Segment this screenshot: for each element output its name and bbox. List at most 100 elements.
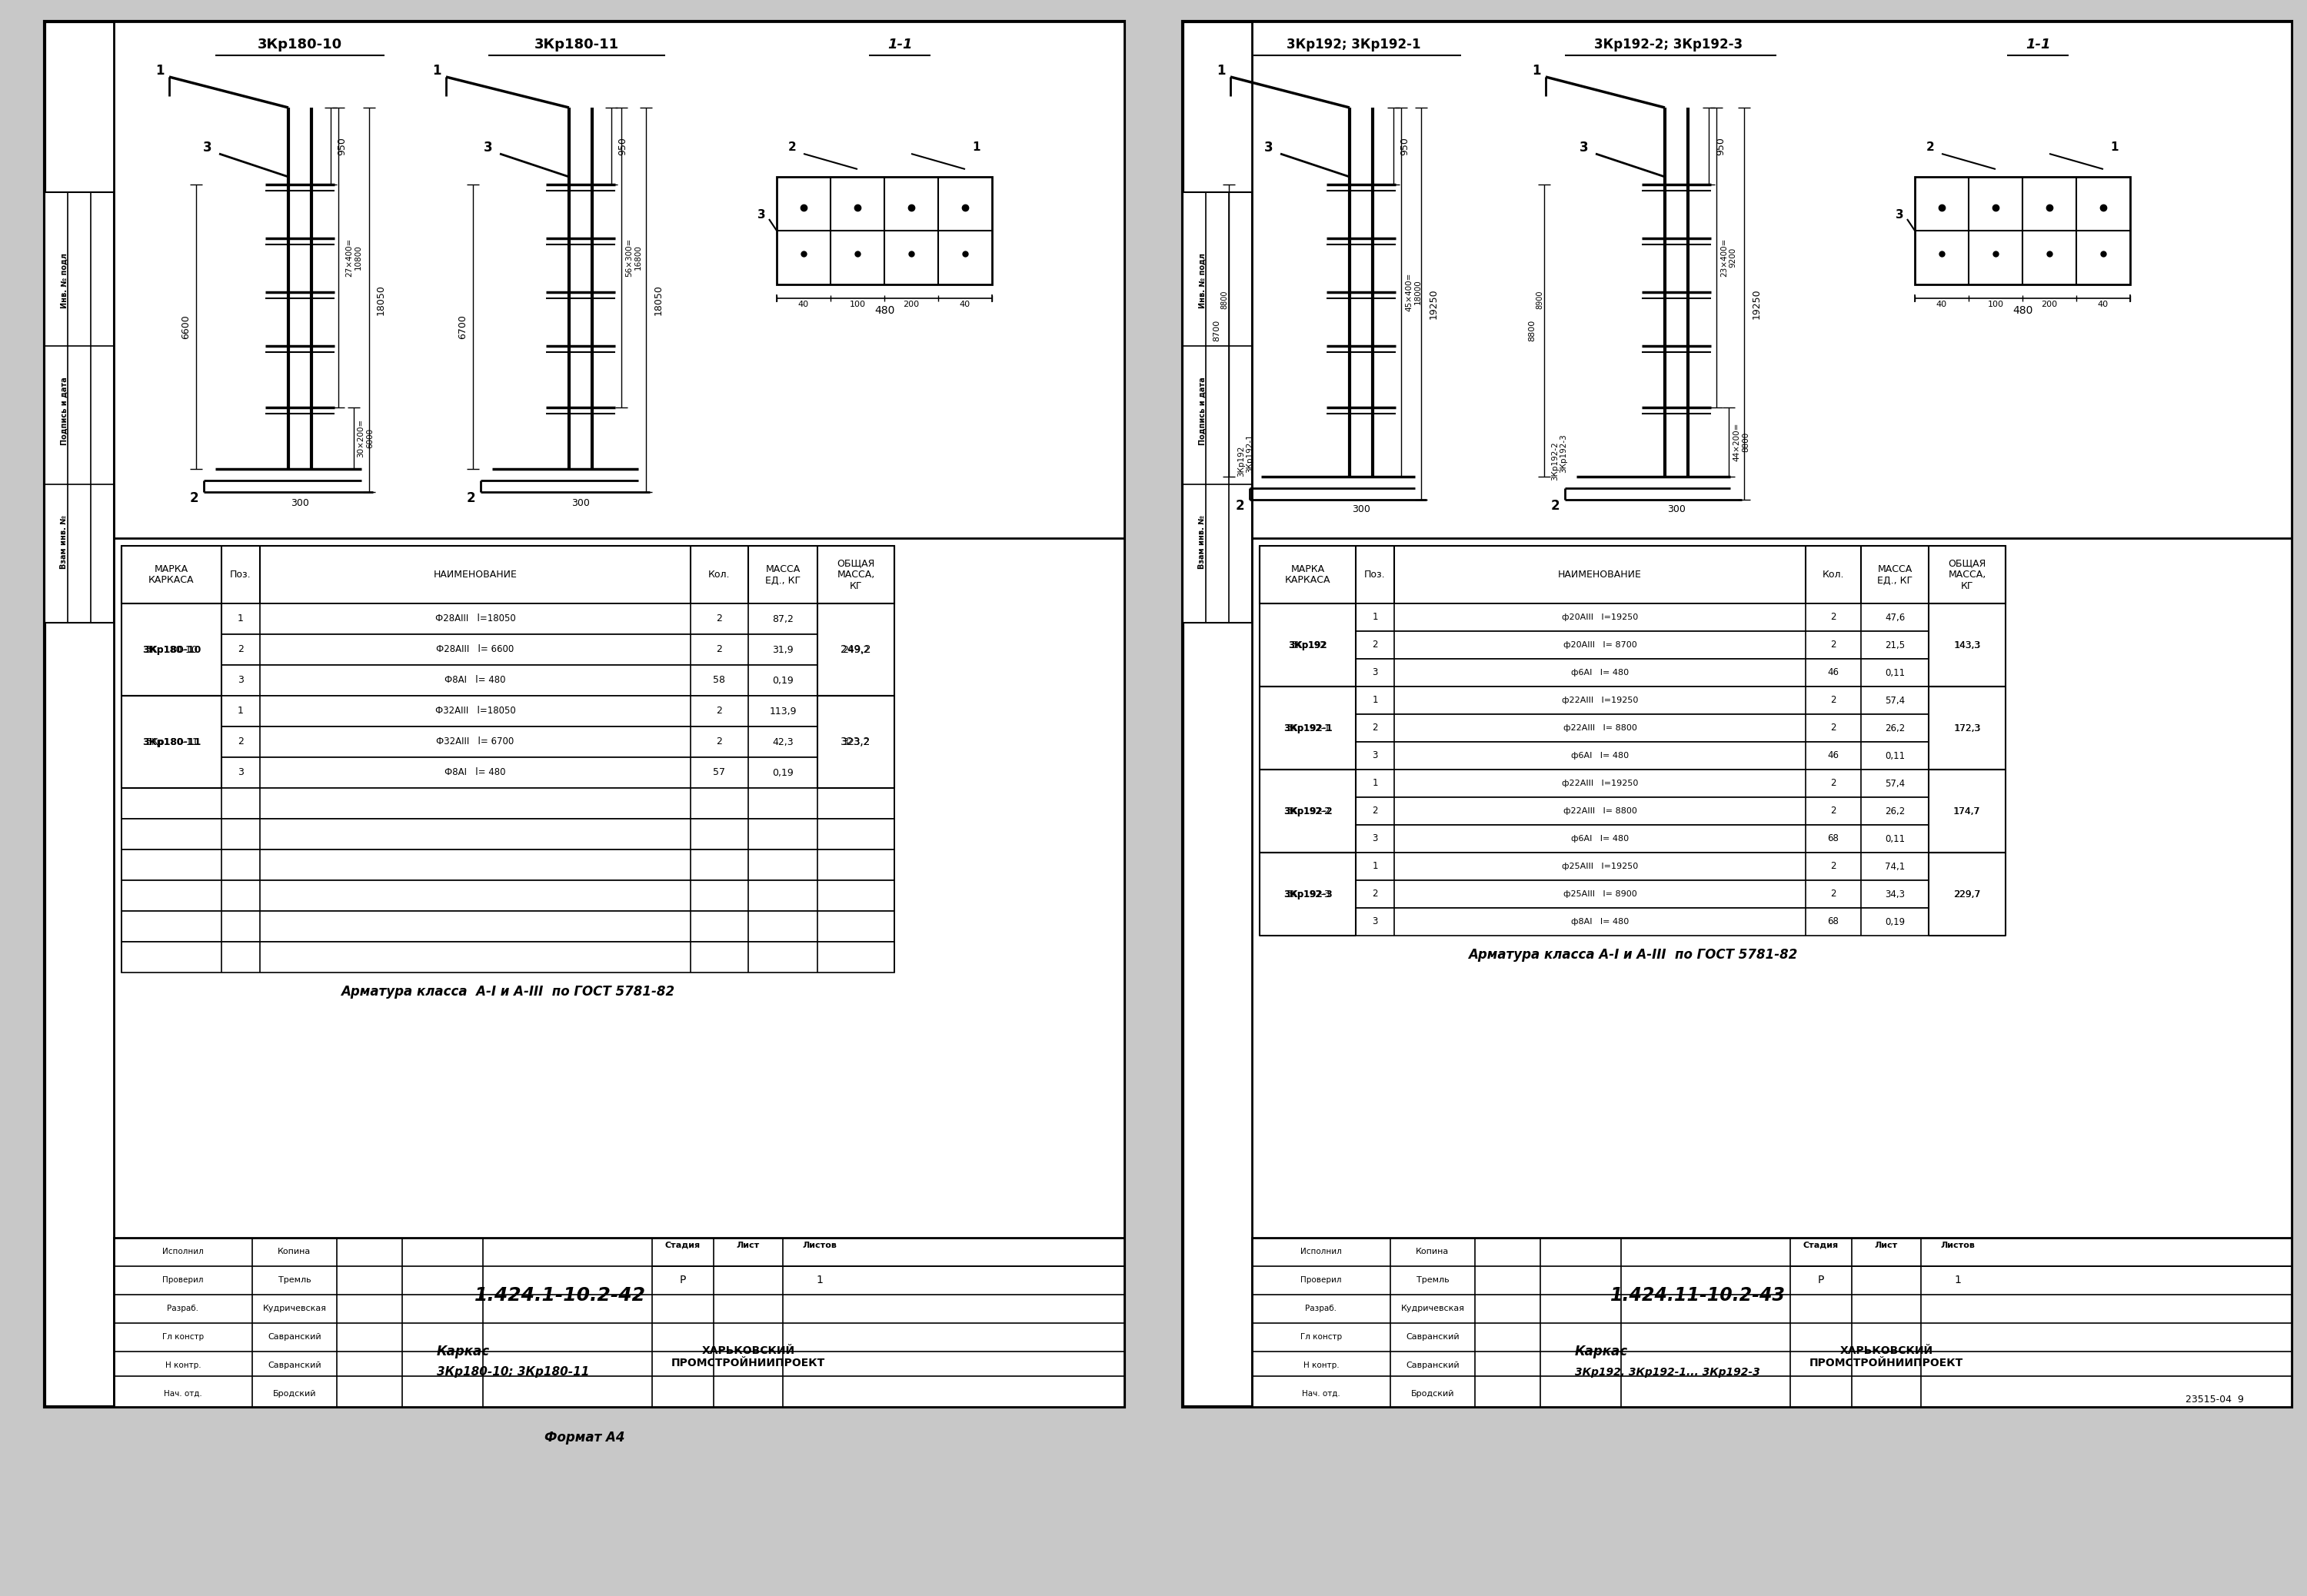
Text: 323,2: 323,2	[840, 736, 872, 747]
Bar	[122, 666, 895, 696]
Text: 87,2: 87,2	[773, 614, 794, 624]
Bar	[1260, 825, 2005, 852]
Text: Кудричевская: Кудричевская	[1400, 1304, 1465, 1312]
Text: Н контр.: Н контр.	[166, 1361, 201, 1369]
Text: ф20АIII   l= 8700: ф20АIII l= 8700	[1564, 642, 1636, 650]
Text: 2: 2	[1373, 806, 1377, 816]
Text: 26,2: 26,2	[1885, 723, 1906, 733]
Text: Стадия: Стадия	[664, 1242, 701, 1250]
Text: 3Кр192-1: 3Кр192-1	[1283, 723, 1331, 733]
Text: 74,1: 74,1	[1885, 862, 1906, 871]
Text: 57,4: 57,4	[1885, 696, 1906, 705]
Bar	[122, 603, 895, 634]
Text: 2: 2	[189, 492, 198, 504]
Text: 57: 57	[713, 768, 724, 777]
Bar	[44, 21, 1124, 1408]
Text: ОБЩАЯ
МАССА,
КГ: ОБЩАЯ МАССА, КГ	[837, 559, 874, 591]
Bar	[1260, 686, 1357, 769]
Text: 40: 40	[960, 300, 971, 308]
Text: ф20АIII   l=19250: ф20АIII l=19250	[1562, 613, 1638, 621]
Text: 23515-04  9: 23515-04 9	[2185, 1395, 2245, 1404]
Bar	[1260, 713, 2005, 742]
Text: Листов: Листов	[1940, 1242, 1975, 1250]
Text: 2: 2	[1829, 779, 1836, 788]
Text: 3Кр192-1: 3Кр192-1	[1246, 434, 1253, 472]
Text: 3Кр192-3: 3Кр192-3	[1283, 889, 1331, 899]
Text: 2: 2	[717, 645, 722, 654]
Text: ф22АIII   l= 8800: ф22АIII l= 8800	[1564, 808, 1636, 816]
Text: 3Кр192: 3Кр192	[1287, 640, 1327, 650]
Text: 1-1: 1-1	[2026, 38, 2051, 51]
Text: 950: 950	[618, 137, 628, 155]
Bar	[1260, 630, 2005, 659]
Text: 3: 3	[757, 209, 766, 220]
Bar	[122, 942, 895, 972]
Bar	[1260, 546, 2005, 603]
Text: ХАРЬКОВСКИЙ
ПРОМСТРОЙНИИПРОЕКТ: ХАРЬКОВСКИЙ ПРОМСТРОЙНИИПРОЕКТ	[671, 1345, 826, 1368]
Text: Кол.: Кол.	[708, 570, 731, 579]
Text: 300: 300	[291, 498, 309, 509]
Bar	[1260, 881, 2005, 908]
Text: Савранский: Савранский	[268, 1333, 321, 1341]
Bar	[777, 177, 992, 284]
Text: МАССА
ЕД., КГ: МАССА ЕД., КГ	[766, 563, 801, 586]
Text: НАИМЕНОВАНИЕ: НАИМЕНОВАНИЕ	[434, 570, 517, 579]
Text: 2: 2	[1829, 640, 1836, 650]
Bar	[1183, 192, 1253, 622]
Text: 2: 2	[1373, 640, 1377, 650]
Text: 1: 1	[431, 64, 441, 78]
Text: 8800: 8800	[1527, 319, 1536, 342]
Text: 1: 1	[1373, 779, 1377, 788]
Text: 2: 2	[1829, 806, 1836, 816]
Text: 44×200=
8800: 44×200= 8800	[1733, 423, 1749, 461]
Text: 45×400=
18000: 45×400= 18000	[1405, 273, 1421, 311]
Text: 6600: 6600	[180, 314, 191, 338]
Text: 8900: 8900	[1536, 290, 1543, 310]
Text: 2: 2	[717, 705, 722, 717]
Text: ф6АI   l= 480: ф6АI l= 480	[1571, 752, 1629, 760]
Text: 2: 2	[1829, 696, 1836, 705]
Text: 3Кр180-11: 3Кр180-11	[145, 737, 198, 747]
Text: 1: 1	[238, 614, 245, 624]
Text: 18050: 18050	[376, 284, 385, 314]
Text: ф22АIII   l=19250: ф22АIII l=19250	[1562, 696, 1638, 704]
Bar	[1929, 852, 2005, 935]
Text: 3Кр192-2: 3Кр192-2	[1285, 806, 1329, 816]
Text: 100: 100	[849, 300, 865, 308]
Text: Инв. № подл: Инв. № подл	[60, 252, 67, 308]
Text: Стадия: Стадия	[1804, 1242, 1839, 1250]
Text: 174,7: 174,7	[1954, 806, 1979, 816]
Text: 8700: 8700	[1213, 319, 1220, 342]
Text: 950: 950	[1400, 137, 1410, 155]
Text: 3: 3	[1264, 140, 1273, 155]
Text: ф25АIII   l= 8900: ф25АIII l= 8900	[1564, 891, 1636, 899]
Text: 3: 3	[1373, 916, 1377, 927]
Text: 249,2: 249,2	[840, 645, 872, 654]
Bar	[113, 21, 1124, 1408]
Bar	[122, 849, 895, 881]
Text: НАИМЕНОВАНИЕ: НАИМЕНОВАНИЕ	[1557, 570, 1643, 579]
Text: 3Кр192-2: 3Кр192-2	[1283, 806, 1331, 816]
Text: 46: 46	[1827, 667, 1839, 678]
Text: 46: 46	[1827, 750, 1839, 761]
Text: МАРКА
КАРКАСА: МАРКА КАРКАСА	[1285, 563, 1331, 586]
Text: 30×200=
6000: 30×200= 6000	[358, 418, 374, 458]
Text: 200: 200	[902, 300, 920, 308]
Bar	[1260, 769, 2005, 798]
Text: 47,6: 47,6	[1885, 613, 1906, 622]
Text: 3Кр192-3: 3Кр192-3	[1285, 889, 1329, 899]
Text: 1.424.11-10.2-43: 1.424.11-10.2-43	[1610, 1286, 1786, 1304]
Text: ф6АI   l= 480: ф6АI l= 480	[1571, 835, 1629, 843]
Text: Н контр.: Н контр.	[1303, 1361, 1338, 1369]
Bar	[817, 696, 895, 788]
Bar	[1260, 852, 2005, 881]
Text: 56×300=
16800: 56×300= 16800	[625, 238, 641, 278]
Text: ф6АI   l= 480: ф6АI l= 480	[1571, 669, 1629, 677]
Text: Гл констр: Гл констр	[161, 1333, 203, 1341]
Text: Разраб.: Разраб.	[1306, 1304, 1338, 1312]
Text: 0,19: 0,19	[773, 768, 794, 777]
Text: 2: 2	[1373, 889, 1377, 899]
Text: Взам инв. №: Взам инв. №	[60, 516, 67, 568]
Bar	[122, 757, 895, 788]
Bar	[122, 696, 221, 788]
